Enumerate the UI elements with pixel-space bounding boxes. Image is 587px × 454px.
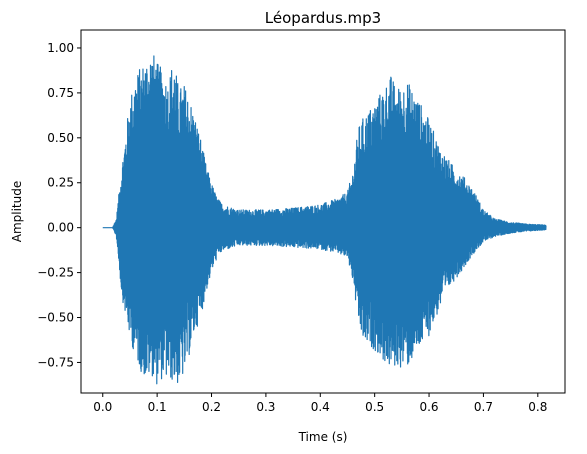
waveform-series [102,55,547,385]
x-tick-label: 0.6 [419,400,438,414]
plot-frame [80,29,566,394]
y-tick-label: −0.25 [37,266,74,280]
y-axis-label: Amplitude [10,181,24,243]
y-tick-label: −0.50 [37,311,74,325]
y-axis: −0.75 −0.50 −0.25 0.00 0.25 0.50 0.75 1.00 [37,41,81,369]
y-tick-label: −0.75 [37,355,74,369]
x-tick-label: 0.0 [93,400,112,414]
y-tick-label: 0.25 [47,176,74,190]
x-tick-label: 0.8 [528,400,547,414]
x-tick-label: 0.7 [474,400,493,414]
x-tick-label: 0.3 [256,400,275,414]
x-tick-label: 0.1 [148,400,167,414]
y-tick-label: 0.00 [47,221,74,235]
waveform-line [102,55,547,385]
x-tick-label: 0.2 [202,400,221,414]
y-tick-label: 0.50 [47,131,74,145]
x-axis-label: Time (s) [298,430,348,444]
x-tick-label: 0.5 [365,400,384,414]
x-tick-label: 0.4 [311,400,330,414]
plot-area [102,55,547,385]
x-axis: 0.0 0.1 0.2 0.3 0.4 0.5 0.6 0.7 0.8 [93,393,547,414]
y-tick-label: 1.00 [47,41,74,55]
chart-title: Léopardus.mp3 [265,9,381,27]
y-tick-label: 0.75 [47,86,74,100]
